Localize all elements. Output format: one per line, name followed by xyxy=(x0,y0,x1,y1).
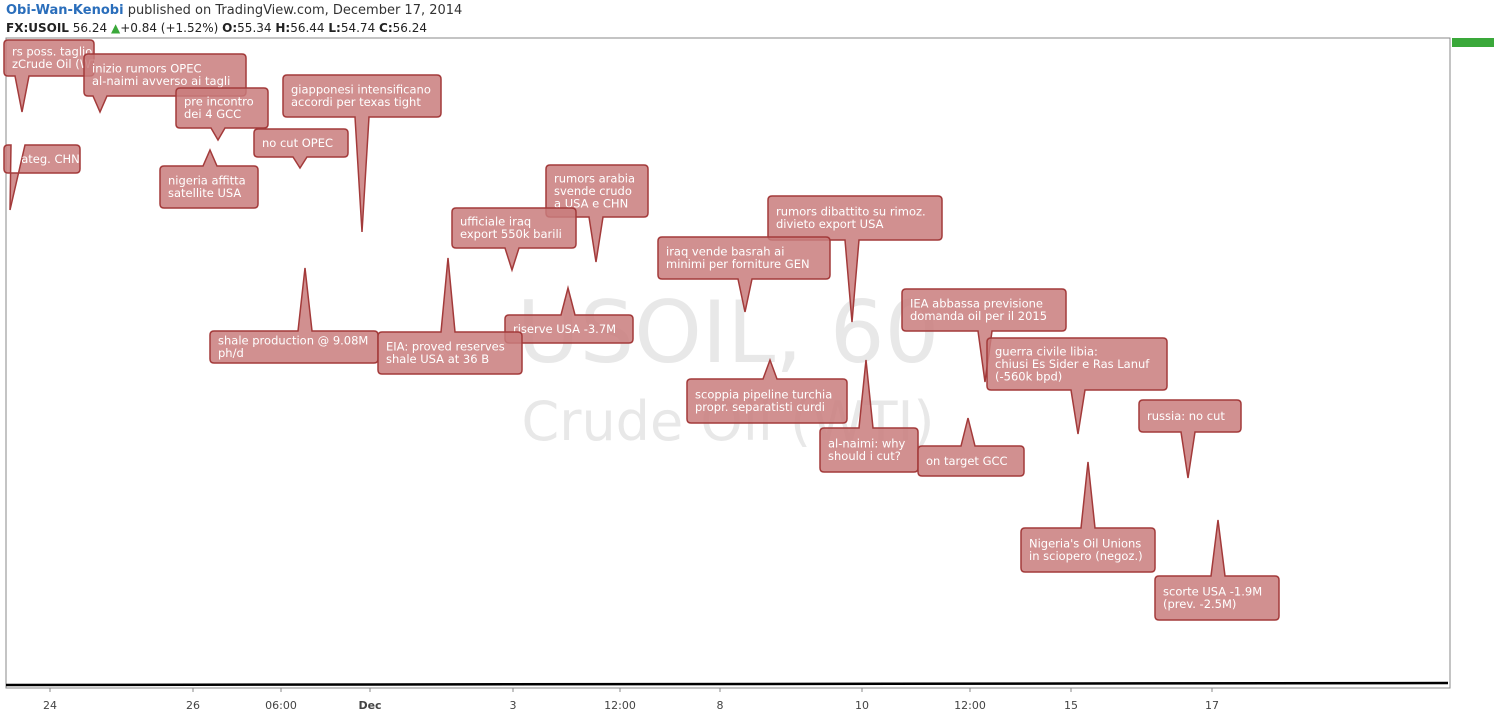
annotation-callout[interactable] xyxy=(3,39,95,113)
annotation-callout[interactable] xyxy=(767,195,943,323)
annotation-text: ufficiale iraq xyxy=(460,215,531,229)
annotation-callout[interactable] xyxy=(282,74,442,233)
low-label: L: xyxy=(328,21,341,35)
up-arrow-icon: ▲ xyxy=(110,21,121,35)
annotation-text: shale production @ 9.08M xyxy=(218,334,368,348)
annotation-text: no cut OPEC xyxy=(262,136,333,150)
annotation-text: guerra civile libia: xyxy=(995,344,1098,358)
annotation-callout[interactable] xyxy=(3,144,81,211)
annotation-callout[interactable] xyxy=(504,285,634,344)
annotation-callout[interactable] xyxy=(253,128,349,170)
annotation-text: riserve USA -3.7M xyxy=(513,322,616,336)
annotation-callout[interactable] xyxy=(1154,519,1280,621)
annotation-text: iraq vende basrah ai xyxy=(666,245,784,259)
annotation-text: rumors dibattito su rimoz. xyxy=(776,205,926,219)
annotation-text: divieto export USA xyxy=(776,217,884,231)
open-value: 55.34 xyxy=(237,21,272,35)
annotation-text: chiusi Es Sider e Ras Lanuf xyxy=(995,357,1150,371)
published-text: published on TradingView.com, December 1… xyxy=(127,3,463,18)
annotation-callout[interactable] xyxy=(1020,461,1156,573)
x-tick-label: 10 xyxy=(855,699,869,712)
symbol-name: FX:USOIL xyxy=(6,21,69,35)
annotation-callout[interactable] xyxy=(175,87,269,142)
annotation-text: accordi per texas tight xyxy=(291,95,421,109)
annotation-text: al-naimi: why xyxy=(828,437,906,451)
annotation-text: IEA abbassa previsione xyxy=(910,297,1043,311)
annotation-callout[interactable] xyxy=(377,257,523,375)
annotation-callout[interactable] xyxy=(209,267,379,364)
annotation-text: in sciopero (negoz.) xyxy=(1029,549,1143,563)
annotation-text: rs poss. taglio xyxy=(12,45,92,59)
price-change: +0.84 (+1.52%) xyxy=(120,21,219,35)
symbol-line: FX:USOIL 56.24 ▲+0.84 (+1.52%) O:55.34 H… xyxy=(6,21,427,35)
high-label: H: xyxy=(275,21,291,35)
x-tick-label: 15 xyxy=(1064,699,1078,712)
annotation-text: pre incontro xyxy=(184,95,254,109)
x-tick-label: 06:00 xyxy=(265,699,297,712)
annotation-text: scorte USA -1.9M xyxy=(1163,585,1262,599)
annotation-text: (-560k bpd) xyxy=(995,369,1062,383)
author-link[interactable]: Obi-Wan-Kenobi xyxy=(6,3,124,18)
low-value: 54.74 xyxy=(340,21,376,35)
annotation-callout[interactable] xyxy=(1138,399,1242,479)
x-tick-label: 8 xyxy=(717,699,724,712)
annotation-callout[interactable] xyxy=(657,236,831,313)
annotation-text: should i cut? xyxy=(828,449,901,463)
high-value: 56.44 xyxy=(290,21,325,35)
annotation-text: giapponesi intensificano xyxy=(291,83,431,97)
annotation-text: ph/d xyxy=(218,346,244,360)
close-label: C: xyxy=(379,21,393,35)
annotation-text: nigeria affitta xyxy=(168,174,246,188)
annotation-callout[interactable] xyxy=(545,164,649,263)
x-tick-label: 12:00 xyxy=(954,699,986,712)
open-label: O: xyxy=(222,21,238,35)
annotation-text: inizio rumors OPEC xyxy=(92,62,202,76)
x-tick-label: 24 xyxy=(43,699,57,712)
volume-baseline xyxy=(5,681,1449,687)
annotation-text: export 550k barili xyxy=(460,227,562,241)
annotation-callout[interactable] xyxy=(686,357,848,424)
annotation-text: dei 4 GCC xyxy=(184,107,241,121)
last-price: 56.24 xyxy=(72,21,108,35)
annotation-callout[interactable] xyxy=(819,359,919,473)
annotation-text: russia: no cut xyxy=(1147,409,1225,423)
annotation-callout[interactable] xyxy=(83,53,247,114)
annotation-text: a USA e CHN xyxy=(554,196,628,210)
x-tick-label: Dec xyxy=(358,699,381,712)
annotation-text: minimi per forniture GEN xyxy=(666,257,810,271)
x-tick-label: 12:00 xyxy=(604,699,636,712)
annotation-callout[interactable] xyxy=(159,148,259,209)
annotation-callout[interactable] xyxy=(917,417,1025,477)
annotation-text: propr. separatisti curdi xyxy=(695,400,825,414)
annotation-text: satellite USA xyxy=(168,186,241,200)
annotation-text: (prev. -2.5M) xyxy=(1163,597,1236,611)
x-tick-label: 3 xyxy=(510,699,517,712)
annotation-text: shale USA at 36 B xyxy=(386,352,489,366)
price-axis[interactable] xyxy=(1450,38,1504,688)
annotation-callout[interactable] xyxy=(986,337,1168,435)
annotation-text: on target GCC xyxy=(926,454,1008,468)
annotation-text: scoppia pipeline turchia xyxy=(695,388,832,402)
close-value: 56.24 xyxy=(392,21,427,35)
annotation-text: al-naimi avverso ai tagli xyxy=(92,74,230,88)
annotation-text: rumors arabia xyxy=(554,171,635,185)
annotation-text: trateg. CHN xyxy=(12,152,80,166)
annotation-callout[interactable] xyxy=(451,207,577,273)
x-tick-label: 26 xyxy=(186,699,200,712)
annotation-text: Nigeria's Oil Unions xyxy=(1029,537,1141,551)
annotation-text: EIA: proved reserves xyxy=(386,340,505,354)
x-tick-label: 17 xyxy=(1205,699,1219,712)
chart-header: Obi-Wan-Kenobi published on TradingView.… xyxy=(0,0,1504,38)
annotation-text: domanda oil per il 2015 xyxy=(910,309,1047,323)
annotation-text: svende crudo xyxy=(554,184,632,198)
top-price-box xyxy=(1452,38,1494,47)
publish-line: Obi-Wan-Kenobi published on TradingView.… xyxy=(6,3,462,18)
